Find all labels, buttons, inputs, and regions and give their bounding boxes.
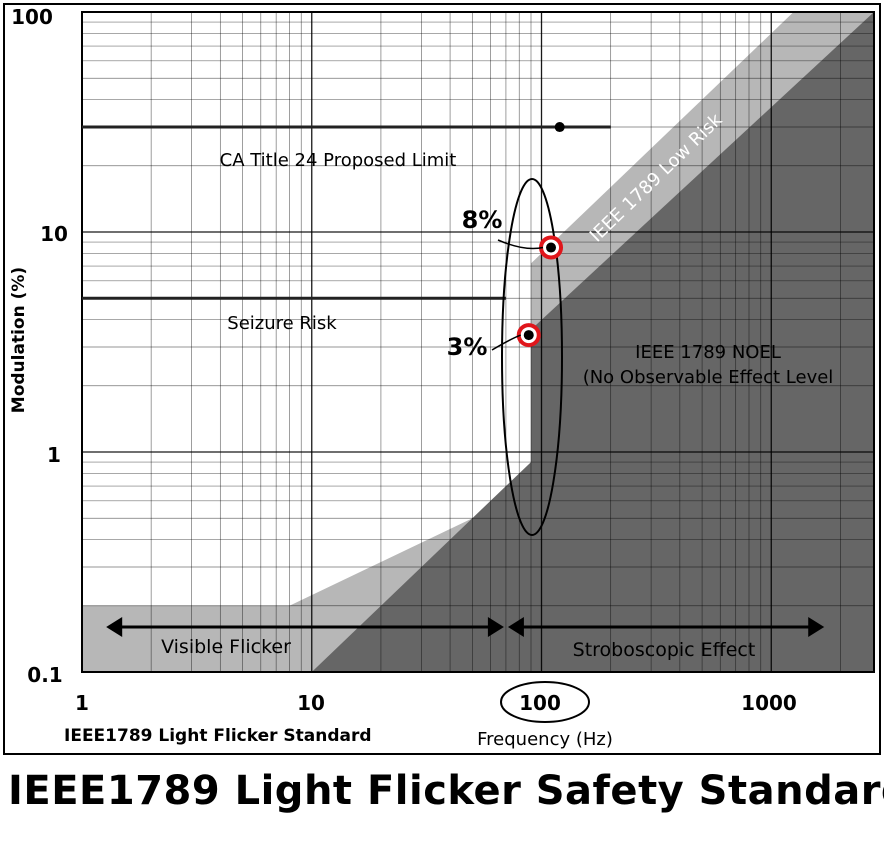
region-layer <box>82 12 874 672</box>
range-arrows <box>106 617 825 637</box>
point-label-3pct: 3% <box>447 333 488 361</box>
annotation-ellipses <box>500 178 590 723</box>
y-tick-label: 0.1 <box>27 663 62 687</box>
visible-flicker-arrow-head-right <box>487 617 504 637</box>
limit-lines <box>82 125 611 300</box>
stroboscopic-arrow-head-left <box>507 617 524 637</box>
seizure-risk-label: Seizure Risk <box>227 313 337 334</box>
y-tick-label: 10 <box>40 222 68 246</box>
flicker-chart: 100 10 1 0.1 1 10 100 1000 Modulation (%… <box>3 3 881 755</box>
x-tick-label: 1 <box>75 691 89 715</box>
x-tick-label: 100 <box>519 691 561 715</box>
stroboscopic-effect-label: Stroboscopic Effect <box>573 639 756 661</box>
visible-flicker-arrow-head-left <box>106 617 123 637</box>
data-point <box>546 242 557 253</box>
noel-region <box>311 12 874 672</box>
plot-frame <box>3 3 881 755</box>
page-title: IEEE1789 Light Flicker Safety Standard <box>8 768 884 814</box>
noel-label-line1: IEEE 1789 NOEL (No Observable Effect Leve… <box>583 342 834 388</box>
chart-area: 100 10 1 0.1 1 10 100 1000 Modulation (%… <box>3 3 881 755</box>
highlight-ellipse-band <box>501 178 563 536</box>
y-axis-label: Modulation (%) <box>9 267 29 413</box>
grid-layer <box>81 12 874 673</box>
y-tick-label: 1 <box>47 443 61 467</box>
data-point <box>523 330 534 341</box>
ca-title24-label: CA Title 24 Proposed Limit <box>220 150 457 171</box>
image-border <box>3 3 881 755</box>
chart-subtitle: IEEE1789 Light Flicker Standard <box>64 726 372 746</box>
point-label-8pct: 8% <box>462 206 503 234</box>
y-tick-label: 100 <box>11 5 53 29</box>
plot-border <box>81 11 875 673</box>
stroboscopic-arrow-head-right <box>808 617 825 637</box>
x-tick-label: 1000 <box>741 691 797 715</box>
visible-flicker-label: Visible Flicker <box>161 636 291 658</box>
point-layer <box>491 122 565 351</box>
point-leader-line <box>497 239 544 250</box>
highlight-ellipse-100hz <box>500 681 590 723</box>
point-leader-line <box>491 334 522 351</box>
x-axis-label: Frequency (Hz) <box>477 729 613 750</box>
data-point <box>554 122 565 133</box>
x-tick-label: 10 <box>297 691 325 715</box>
